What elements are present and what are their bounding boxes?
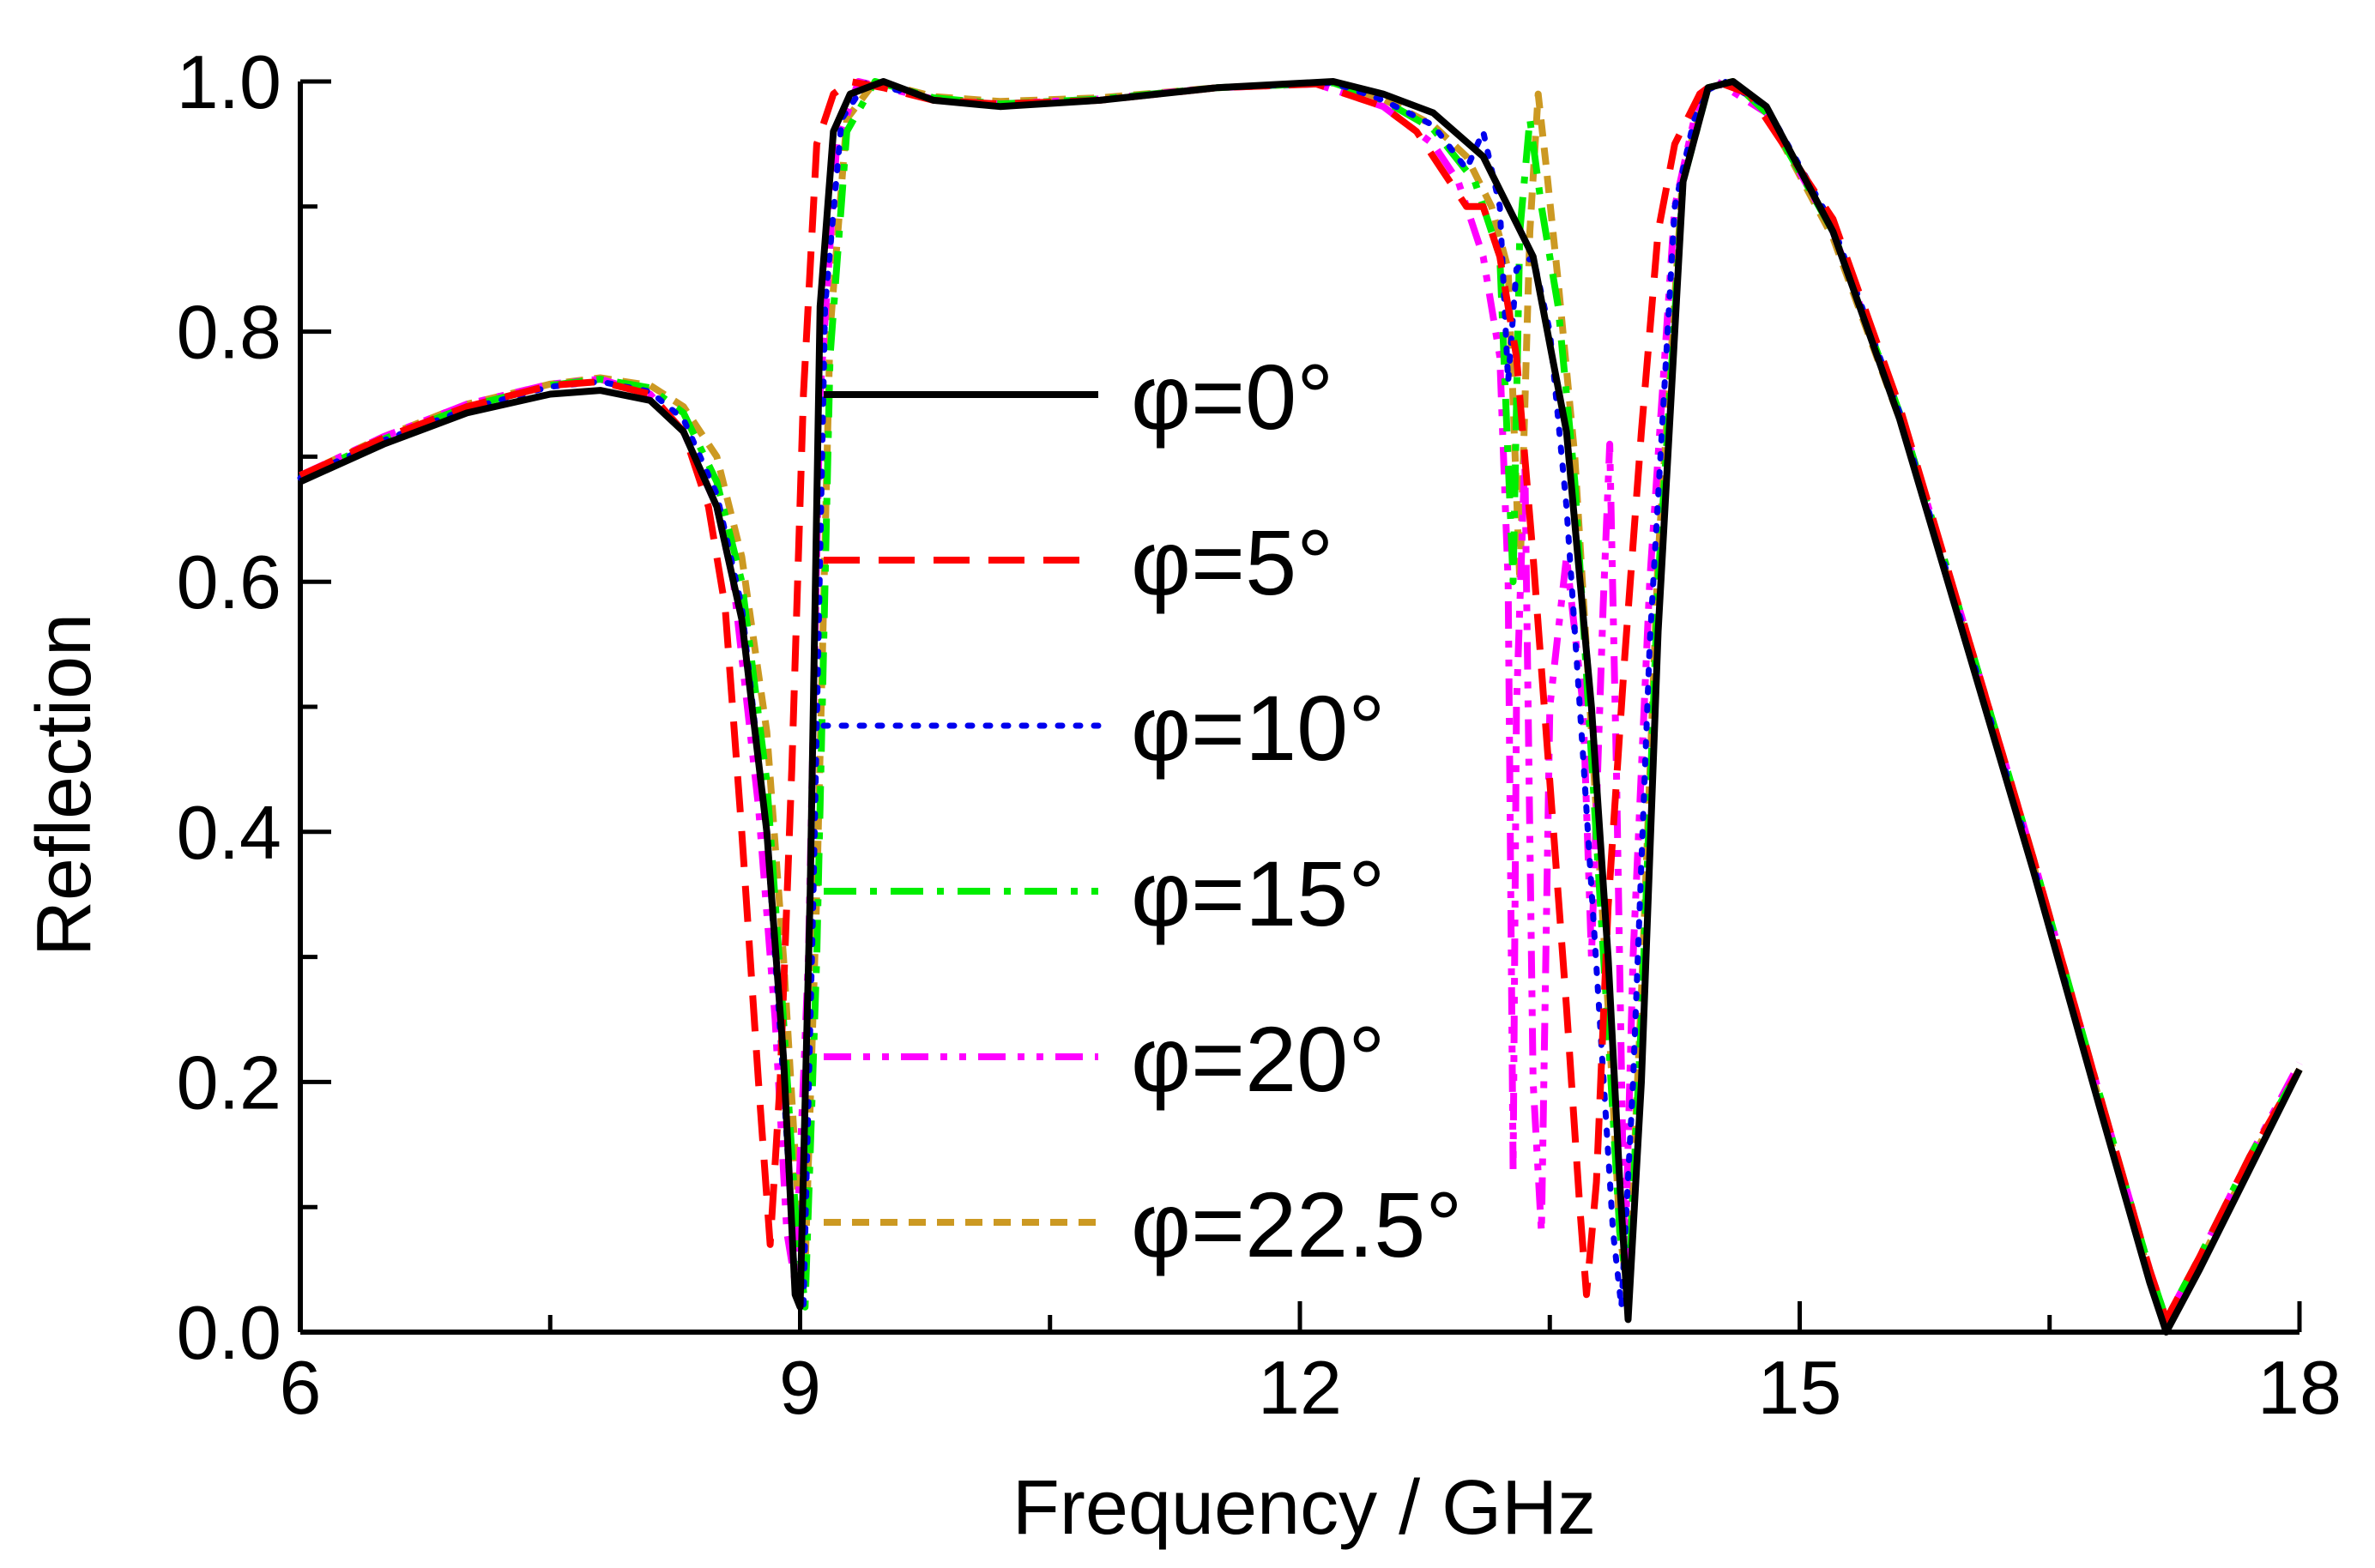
x-axis-title: Frequency / GHz — [1012, 1465, 1596, 1551]
axes-layer: 6 9 12 15 18 0.0 0.2 0.4 0.6 0.8 1.0 — [177, 39, 2342, 1430]
legend-label-4: φ=20° — [1131, 1007, 1385, 1111]
legend-label-0: φ=0° — [1131, 345, 1333, 449]
x-tick-label: 15 — [1758, 1345, 1842, 1430]
legend-label-1: φ=5° — [1131, 510, 1333, 614]
series-line-0 — [299, 78, 2303, 1336]
x-tick-label: 6 — [280, 1345, 322, 1430]
y-tick-label: 0.4 — [177, 790, 281, 875]
x-tick-label: 9 — [779, 1345, 821, 1430]
labels-layer: Frequency / GHz Reflection — [21, 613, 1596, 1551]
y-tick-label: 0.6 — [177, 540, 281, 624]
series-line-3 — [299, 78, 2303, 1324]
legend: φ=0° φ=5° φ=10° φ=15° φ=20° φ=22.5° — [820, 345, 1463, 1276]
legend-label-3: φ=15° — [1131, 841, 1385, 945]
legend-label-2: φ=10° — [1131, 676, 1385, 780]
x-tick-label: 12 — [1258, 1345, 1342, 1430]
series-layer — [297, 78, 2303, 1336]
y-tick-label: 0.2 — [177, 1040, 281, 1125]
series-line-1 — [299, 78, 2303, 1324]
series-line-4 — [299, 78, 2303, 1324]
legend-label-5: φ=22.5° — [1131, 1173, 1463, 1276]
y-tick-label: 0.8 — [177, 290, 281, 375]
y-tick-label: 0.0 — [177, 1290, 281, 1375]
y-tick-label: 1.0 — [177, 39, 281, 124]
y-axis-title: Reflection — [21, 613, 107, 956]
x-tick-label: 18 — [2257, 1345, 2342, 1430]
